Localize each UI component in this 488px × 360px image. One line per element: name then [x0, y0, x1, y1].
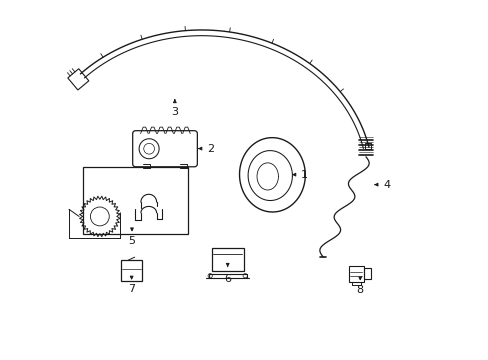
Bar [348, 266, 363, 282]
Bar [82, 167, 188, 234]
Text: 3: 3 [171, 108, 178, 117]
Text: 1: 1 [300, 170, 307, 180]
Text: 5: 5 [128, 236, 135, 246]
Bar [121, 260, 142, 281]
Text: 7: 7 [128, 284, 135, 294]
Text: 6: 6 [224, 274, 231, 284]
Bar [363, 268, 370, 279]
Text: 8: 8 [356, 285, 363, 295]
Bar [211, 248, 244, 271]
Text: 4: 4 [382, 180, 389, 190]
Text: 2: 2 [206, 144, 214, 154]
